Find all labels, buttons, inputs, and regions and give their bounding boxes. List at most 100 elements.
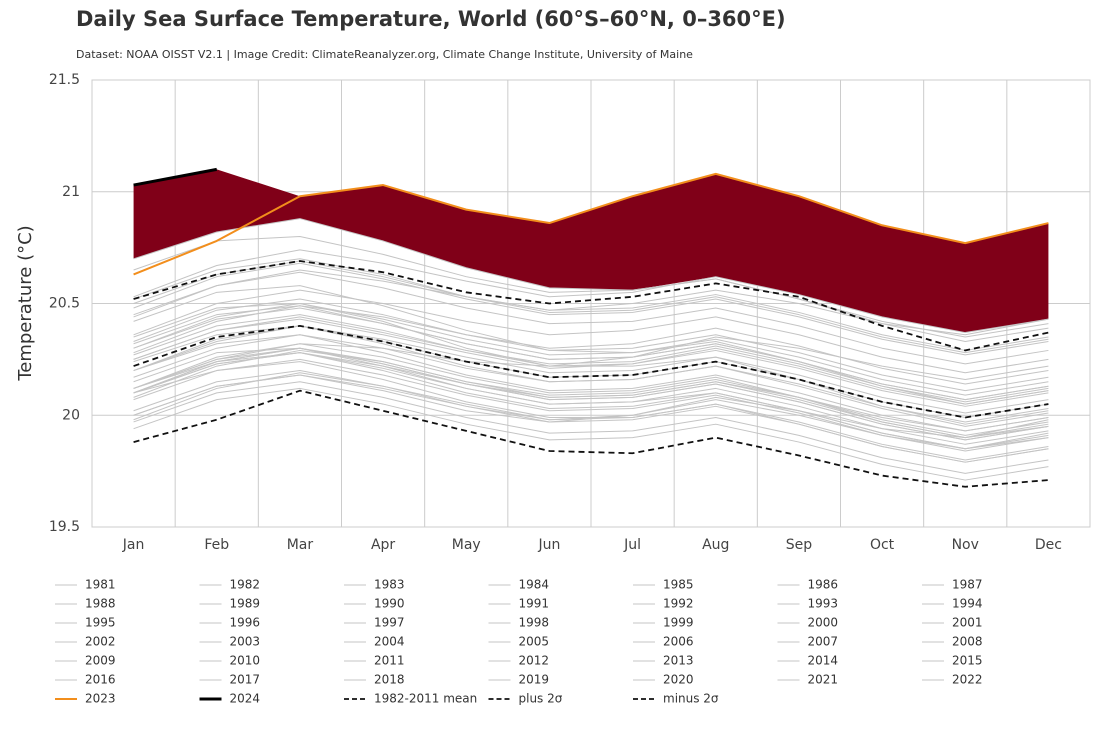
legend-label: 1994: [952, 597, 983, 611]
y-tick-label: 21.5: [49, 72, 80, 88]
series-line: [133, 289, 1049, 374]
legend-label: 2024: [230, 692, 261, 706]
legend-label: minus 2σ: [663, 692, 719, 706]
legend-label: 2022: [952, 673, 983, 687]
legend-label: 1981: [85, 578, 116, 592]
legend-label: 2009: [85, 654, 116, 668]
series-line: [133, 285, 1049, 405]
series-line: [133, 303, 1049, 396]
legend-label: 2014: [808, 654, 839, 668]
legend-label: 1993: [808, 597, 839, 611]
series-line: [133, 387, 1049, 481]
x-tick-label: Jan: [122, 537, 145, 553]
x-tick-label: Sep: [786, 537, 813, 553]
x-tick-label: Oct: [870, 537, 895, 553]
series-line: [133, 167, 218, 187]
legend-label: 2007: [808, 635, 839, 649]
legend-label: 2010: [230, 654, 261, 668]
series-line: [133, 269, 1049, 336]
series-line: [133, 325, 1049, 414]
series-line: [133, 349, 1049, 439]
y-tick-label: 21: [62, 184, 80, 200]
legend-label: 2005: [519, 635, 550, 649]
legend-label: 2004: [374, 635, 405, 649]
legend-label: 1995: [85, 616, 116, 630]
series-line: [133, 389, 1049, 488]
legend-label: 1982: [230, 578, 261, 592]
legend-label: 1984: [519, 578, 550, 592]
series-line: [133, 381, 1049, 474]
record-fill: [133, 169, 1049, 333]
legend-label: 1997: [374, 616, 405, 630]
legend-label: 2006: [663, 635, 694, 649]
y-tick-label: 20: [62, 407, 80, 423]
series-line: [133, 358, 1049, 452]
legend-label: 2015: [952, 654, 983, 668]
series-line: [133, 172, 1049, 276]
series-line: [133, 361, 1049, 463]
legend-label: 1985: [663, 578, 694, 592]
series-line: [133, 314, 1049, 407]
series-line: [133, 249, 1049, 334]
legend-label: plus 2σ: [519, 692, 563, 706]
legend-label: 2000: [808, 616, 839, 630]
series-line: [133, 347, 1049, 441]
legend-label: 2019: [519, 673, 550, 687]
legend-label: 2001: [952, 616, 983, 630]
series-line: [133, 307, 1049, 401]
legend-label: 2011: [374, 654, 405, 668]
y-axis-label: Temperature (°C): [15, 225, 36, 381]
x-tick-label: Feb: [204, 537, 229, 553]
legend-label: 2002: [85, 635, 116, 649]
series-line: [133, 372, 1049, 461]
x-tick-label: Apr: [371, 537, 395, 553]
series-line: [133, 336, 1049, 389]
legend-label: 1999: [663, 616, 694, 630]
series-line: [133, 235, 1049, 338]
x-tick-label: Nov: [952, 537, 979, 553]
legend-label: 2020: [663, 673, 694, 687]
series-line: [133, 334, 1049, 423]
legend-label: 2013: [663, 654, 694, 668]
legend-label: 2023: [85, 692, 116, 706]
legend-label: 2016: [85, 673, 116, 687]
legend-label: 2003: [230, 635, 261, 649]
chart-title: Daily Sea Surface Temperature, World (60…: [76, 7, 786, 31]
legend-label: 1983: [374, 578, 405, 592]
series-line: [133, 334, 1049, 432]
legend-label: 1991: [519, 597, 550, 611]
x-tick-label: Jul: [623, 537, 641, 553]
series-line: [133, 305, 1049, 385]
legend-label: 2012: [519, 654, 550, 668]
legend-label: 1989: [230, 597, 261, 611]
legend-label: 1988: [85, 597, 116, 611]
x-tick-label: May: [452, 537, 481, 553]
chart-subtitle: Dataset: NOAA OISST V2.1 | Image Credit:…: [76, 48, 693, 61]
series-line: [133, 298, 1049, 392]
y-tick-label: 20.5: [49, 296, 80, 312]
series-line: [133, 318, 1049, 405]
series-line: [133, 271, 1049, 365]
legend-label: 1992: [663, 597, 694, 611]
x-tick-label: Jun: [537, 537, 560, 553]
legend-label: 1986: [808, 578, 839, 592]
legend-label: 1990: [374, 597, 405, 611]
x-tick-label: Mar: [287, 537, 314, 553]
series-line: [133, 262, 1049, 356]
legend-label: 2017: [230, 673, 261, 687]
legend-label: 2021: [808, 673, 839, 687]
legend-label: 2018: [374, 673, 405, 687]
legend-label: 1998: [519, 616, 550, 630]
series-line: [133, 258, 1049, 351]
legend-label: 1987: [952, 578, 983, 592]
series-line: [133, 260, 1049, 354]
legend-label: 1982-2011 mean: [374, 692, 477, 706]
legend-label: 2008: [952, 635, 983, 649]
series-line: [133, 218, 1049, 342]
legend-label: 1996: [230, 616, 261, 630]
y-tick-label: 19.5: [49, 519, 80, 535]
x-tick-label: Aug: [702, 537, 729, 553]
series-line: [133, 352, 1049, 445]
x-tick-label: Dec: [1035, 537, 1062, 553]
